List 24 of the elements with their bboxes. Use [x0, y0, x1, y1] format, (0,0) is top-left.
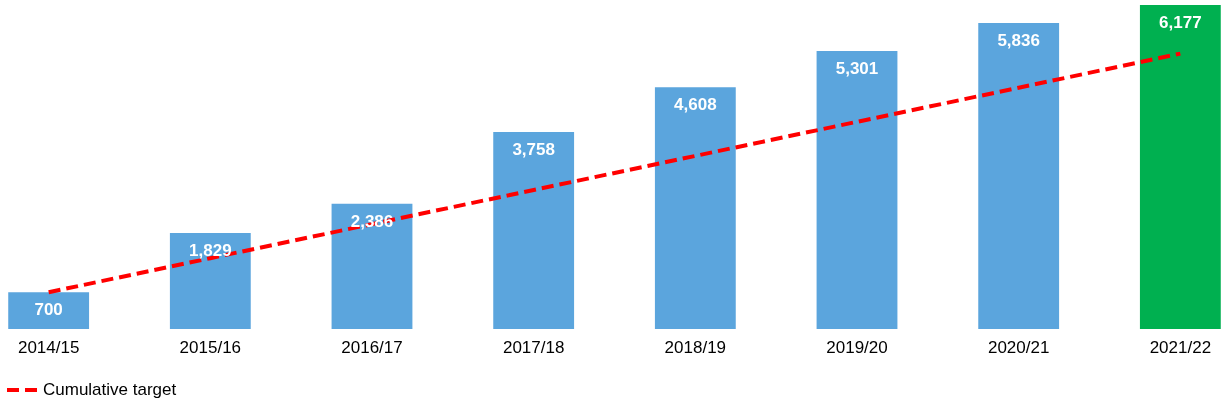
bar — [331, 203, 413, 329]
bar — [169, 233, 251, 329]
x-tick-label: 2016/17 — [341, 337, 403, 357]
x-tick-label: 2017/18 — [502, 337, 565, 357]
data-label: 3,758 — [512, 139, 555, 159]
bar — [816, 50, 898, 329]
data-label: 1,829 — [189, 241, 232, 261]
x-tick-label: 2014/15 — [17, 337, 80, 357]
x-tick-label: 2020/21 — [987, 337, 1050, 357]
x-tick-label: 2015/16 — [179, 337, 242, 357]
data-label: 5,836 — [997, 30, 1040, 50]
bar — [493, 131, 575, 329]
bar — [8, 292, 90, 329]
data-label: 5,301 — [835, 58, 879, 78]
x-tick-label: 2019/20 — [826, 337, 888, 357]
x-tick-label: 2021/22 — [1149, 337, 1212, 357]
data-label: 700 — [34, 300, 63, 320]
legend-label: Cumulative target — [43, 380, 177, 399]
data-label: 4,608 — [674, 95, 717, 115]
x-tick-label: 2018/19 — [664, 337, 727, 357]
bar — [1139, 5, 1221, 329]
data-label: 6,177 — [1159, 13, 1202, 32]
bar — [978, 22, 1060, 329]
bar — [654, 87, 736, 329]
